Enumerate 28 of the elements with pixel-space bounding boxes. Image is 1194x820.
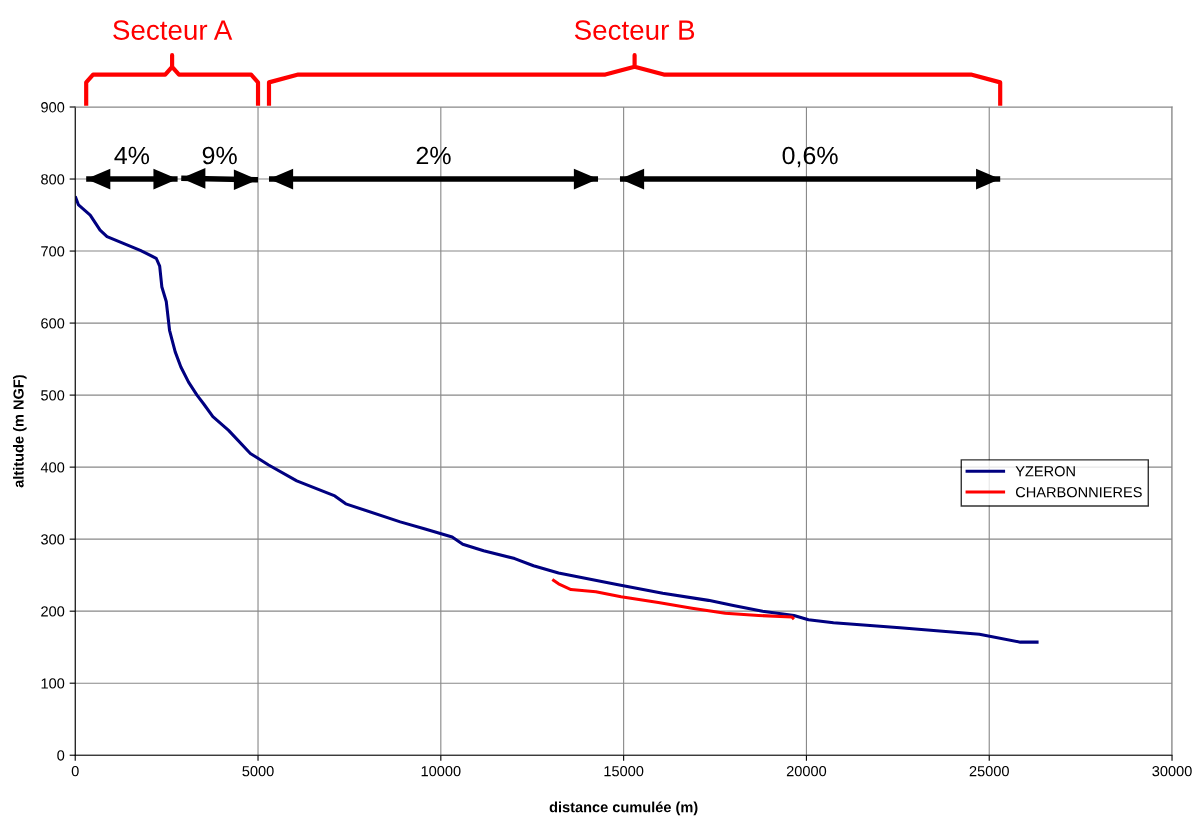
annotation: 0,6% bbox=[782, 146, 838, 168]
y-tick-label: 500 bbox=[41, 390, 65, 401]
x-tick-label: 0 bbox=[71, 766, 79, 777]
y-tick-label: 0 bbox=[57, 750, 65, 761]
y-tick-label: 600 bbox=[41, 318, 65, 329]
legend-label: YZERON bbox=[1015, 466, 1075, 477]
y-tick-label: 700 bbox=[41, 246, 65, 257]
y-tick-label: 900 bbox=[41, 102, 65, 113]
x-tick-label: 20000 bbox=[786, 766, 827, 777]
x-axis-title: distance cumulée (m) bbox=[549, 801, 698, 816]
x-tick-label: 30000 bbox=[1152, 766, 1192, 777]
text: Secteur B bbox=[574, 20, 695, 40]
x-tick-label: 10000 bbox=[421, 766, 461, 777]
annotation: 2% bbox=[416, 146, 451, 165]
y-tick-label: 100 bbox=[41, 678, 65, 689]
y-tick-label: 300 bbox=[41, 534, 65, 545]
y-tick-label: 400 bbox=[40, 462, 65, 473]
x-tick-label: 5000 bbox=[242, 766, 274, 777]
y-tick-label: 800 bbox=[41, 174, 65, 185]
x-tick-label: 15000 bbox=[604, 766, 644, 777]
annotation: 4% bbox=[114, 146, 150, 165]
text: Secteur A bbox=[113, 20, 233, 40]
annotation: 9% bbox=[202, 146, 237, 165]
x-tick-label: 25000 bbox=[969, 766, 1009, 777]
line-series bbox=[550, 577, 796, 621]
y-axis-title: altitude (m NGF) bbox=[12, 375, 27, 488]
legend-label: CHARBONNIERES bbox=[1015, 487, 1142, 498]
y-tick-label: 200 bbox=[41, 606, 65, 617]
